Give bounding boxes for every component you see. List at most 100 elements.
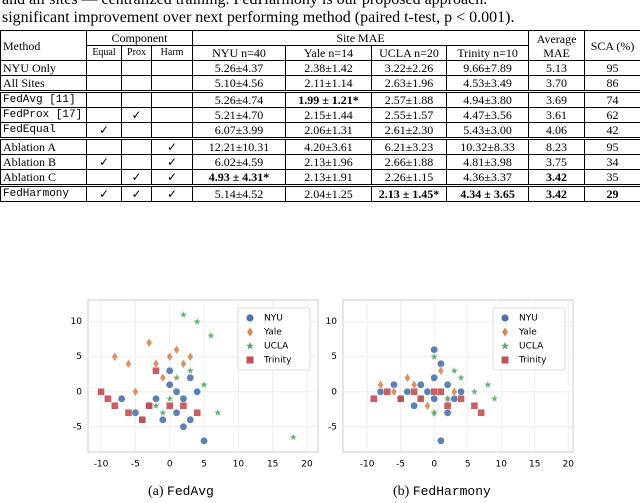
header-text: Average bbox=[536, 31, 577, 46]
table-cell: 12.21±10.31 bbox=[192, 137, 287, 155]
y-tick-label: 5 bbox=[76, 352, 82, 362]
point bbox=[193, 387, 201, 396]
y-tick-label: 10 bbox=[326, 317, 338, 327]
point bbox=[288, 432, 298, 442]
y-tick-label: 10 bbox=[71, 317, 83, 327]
table-cell: 5.26±4.37 bbox=[192, 60, 287, 76]
table-cell: 2.15±1.44 bbox=[285, 107, 373, 123]
caption-name: FedHarmony bbox=[412, 484, 491, 499]
point bbox=[429, 407, 439, 417]
table-cell: 5.43±3.00 bbox=[446, 122, 530, 139]
point bbox=[457, 387, 465, 396]
table-row: FedAvg [11] 5.26±4.74 1.99 ± 1.21* 2.57±1.8… bbox=[0, 90, 640, 108]
x-tick-label: -10 bbox=[360, 460, 375, 470]
table-cell: 4.34 ± 3.65 bbox=[446, 184, 530, 202]
point bbox=[145, 402, 153, 410]
table-cell: 2.11±1.14 bbox=[285, 75, 373, 92]
point bbox=[449, 365, 459, 375]
point bbox=[173, 344, 180, 355]
legend-marker bbox=[246, 314, 254, 322]
point bbox=[200, 436, 208, 445]
x-tick-label: 10 bbox=[233, 460, 245, 470]
point bbox=[429, 351, 439, 361]
table-cell: 3.69 bbox=[528, 90, 586, 108]
point bbox=[179, 402, 188, 410]
point bbox=[451, 386, 458, 397]
table-cell: 5.14±4.52 bbox=[192, 184, 287, 202]
figure-caption: (a) FedAvg bbox=[148, 484, 214, 500]
x-tick-label: -5 bbox=[396, 460, 405, 470]
point bbox=[404, 372, 411, 383]
point bbox=[410, 388, 418, 396]
point bbox=[111, 402, 119, 410]
point bbox=[457, 395, 465, 403]
table-cell: 2.13 ± 1.45* bbox=[371, 184, 448, 202]
caption-name: FedAvg bbox=[167, 484, 214, 499]
y-tick-label: -5 bbox=[328, 422, 337, 432]
table-cell: 4.20±3.61 bbox=[285, 137, 373, 155]
x-tick-label: 15 bbox=[267, 460, 278, 470]
table-row: FedEqual ✓ 6.07±3.99 2.06±1.31 2.61±2.30 5.43… bbox=[0, 122, 640, 139]
table-cell: 35 bbox=[584, 169, 640, 186]
table-cell: 2.61±2.30 bbox=[371, 122, 448, 139]
y-tick-label: 0 bbox=[331, 387, 337, 397]
point bbox=[104, 395, 112, 403]
legend-marker bbox=[502, 327, 508, 337]
point bbox=[125, 358, 132, 369]
table-cell: 86 bbox=[584, 75, 640, 92]
point bbox=[396, 395, 405, 403]
point bbox=[390, 386, 398, 397]
point bbox=[206, 330, 216, 340]
table-cell: 29 bbox=[584, 184, 640, 202]
x-tick-label: 5 bbox=[201, 460, 207, 470]
table-row: All Sites 5.10±4.56 2.11±1.14 2.63±1.96 4.53… bbox=[0, 75, 640, 92]
x-tick-label: 20 bbox=[563, 460, 575, 470]
point bbox=[423, 387, 432, 396]
point bbox=[186, 373, 195, 382]
legend-label: Yale bbox=[518, 328, 537, 338]
point bbox=[187, 351, 194, 362]
table-cell: 3.42 bbox=[528, 184, 586, 202]
point bbox=[443, 393, 453, 403]
legend-label: NYU bbox=[264, 314, 283, 324]
x-tick-label: -10 bbox=[94, 460, 109, 470]
point bbox=[192, 316, 202, 326]
table-cell: 6.02±4.59 bbox=[192, 154, 287, 170]
caption-label: (b) bbox=[393, 484, 410, 499]
point bbox=[138, 416, 146, 424]
x-tick-label: 0 bbox=[431, 460, 437, 470]
legend-label: Trinity bbox=[518, 356, 547, 366]
table-cell: 2.38±1.42 bbox=[285, 60, 373, 76]
x-tick-label: 5 bbox=[465, 460, 471, 470]
point bbox=[172, 408, 181, 417]
point bbox=[111, 351, 119, 362]
point bbox=[159, 415, 167, 424]
table-row: FedProx [17] ✓ 5.21±4.70 2.15±1.44 2.55±1.57… bbox=[0, 107, 640, 123]
table-cell: 42 bbox=[584, 122, 640, 139]
point bbox=[185, 365, 195, 375]
legend-marker bbox=[501, 356, 509, 364]
legend-marker bbox=[501, 341, 509, 350]
point bbox=[117, 394, 126, 403]
point bbox=[179, 422, 188, 431]
header-cell: SCA (%) bbox=[584, 30, 640, 61]
point bbox=[377, 379, 384, 390]
point bbox=[166, 402, 174, 410]
table-cell: 2.04±1.25 bbox=[285, 184, 373, 202]
x-tick-label: 20 bbox=[301, 460, 313, 470]
point bbox=[166, 351, 173, 362]
point bbox=[403, 387, 412, 396]
legend-label: Trinity bbox=[263, 356, 292, 366]
point bbox=[443, 380, 452, 389]
point bbox=[424, 400, 431, 411]
legend-marker bbox=[247, 327, 253, 337]
legend-marker bbox=[246, 341, 254, 350]
point bbox=[186, 415, 195, 424]
table-cell: 5.26±4.74 bbox=[192, 90, 287, 108]
x-tick-label: 0 bbox=[167, 460, 173, 470]
header-cell: Method bbox=[0, 30, 87, 61]
point bbox=[178, 309, 188, 319]
point bbox=[132, 386, 139, 397]
table-cell: Ablation B bbox=[0, 154, 87, 170]
